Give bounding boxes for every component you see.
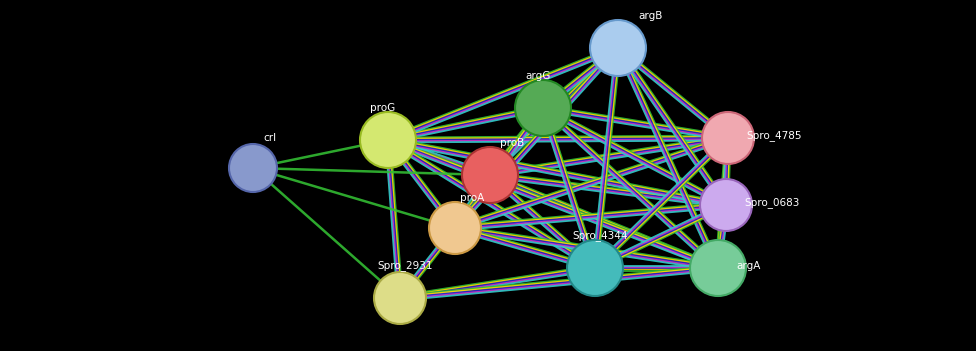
Text: Spro_2931: Spro_2931 (378, 260, 432, 271)
Circle shape (374, 272, 426, 324)
Circle shape (462, 147, 518, 203)
Text: argA: argA (736, 261, 760, 271)
Circle shape (360, 112, 416, 168)
Circle shape (567, 240, 623, 296)
Text: Spro_0683: Spro_0683 (744, 198, 799, 208)
Text: proB: proB (500, 138, 524, 148)
Text: argB: argB (638, 11, 663, 21)
Circle shape (515, 80, 571, 136)
Text: proA: proA (460, 193, 484, 203)
Text: argG: argG (525, 71, 550, 81)
Circle shape (590, 20, 646, 76)
Circle shape (229, 144, 277, 192)
Circle shape (690, 240, 746, 296)
Text: crl: crl (263, 133, 276, 143)
Text: Spro_4785: Spro_4785 (746, 131, 801, 141)
Circle shape (700, 179, 752, 231)
Text: Spro_4344: Spro_4344 (572, 231, 628, 241)
Circle shape (702, 112, 754, 164)
Text: proG: proG (370, 103, 395, 113)
Circle shape (429, 202, 481, 254)
